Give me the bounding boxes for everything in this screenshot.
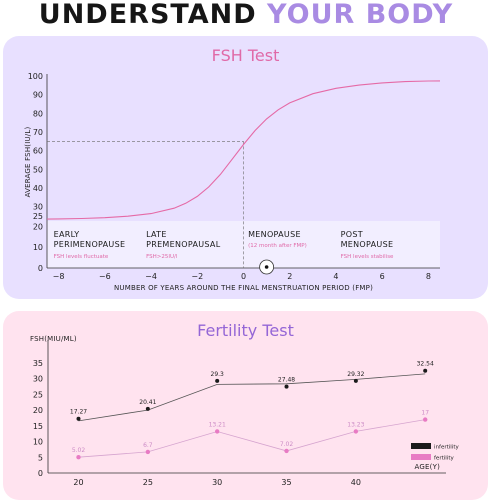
fertility-data-label: 13.21 <box>209 421 226 428</box>
infertility-legend-label: infertility <box>434 445 459 451</box>
fertility-y-tick-label: 20 <box>33 406 43 415</box>
fertility-x-axis-label: AGE(Y) <box>415 463 441 471</box>
fsh-y-axis-label: AVERAGE FSH(IU/L) <box>24 127 32 198</box>
fsh-x-tick-label: 8 <box>426 272 431 281</box>
fertility-data-label: 7.02 <box>280 441 294 448</box>
infertility-data-label: 17.27 <box>70 409 87 416</box>
fertility-y-tick-label: 30 <box>33 375 43 384</box>
fertility-x-tick-label: 25 <box>143 478 153 487</box>
fertility-y-tick-label: 10 <box>33 438 43 447</box>
fsh-phase-name: PERIMENOPAUSE <box>54 240 126 249</box>
fsh-y-tick-label: 40 <box>33 184 43 193</box>
fertility-x-tick-label: 30 <box>212 478 222 487</box>
infertility-point <box>145 406 150 411</box>
fsh-phase-name: LATE <box>146 230 167 239</box>
fsh-phase-note: (12 month after FMP) <box>248 243 307 249</box>
fsh-x-axis-label: NUMBER OF YEARS AROUND THE FINAL MENSTRU… <box>114 284 373 292</box>
infertility-point <box>284 384 289 389</box>
fsh-x-tick-label: 0 <box>241 272 246 281</box>
infertility-data-label: 27.48 <box>278 377 295 384</box>
fsh-phase-note: FSH levels stabilise <box>341 254 394 260</box>
fertility-point <box>422 417 428 422</box>
fsh-phase-note: FSH>25IU/l <box>146 254 178 260</box>
fsh-y-tick-label: 50 <box>33 165 43 174</box>
fsh-y-tick-label: 80 <box>33 109 43 118</box>
infertility-data-label: 29.32 <box>347 371 364 378</box>
infertility-data-label: 32.54 <box>417 361 434 368</box>
fsh-x-tick-label: 6 <box>380 272 385 281</box>
fertility-y-tick-label: 35 <box>33 359 43 368</box>
fertility-data-label: 6.7 <box>143 442 153 449</box>
fsh-x-tick-label: −8 <box>53 272 65 281</box>
fertility-test-panel: Fertility Test <box>3 311 488 500</box>
fsh-y-tick-label: 100 <box>28 72 43 81</box>
fertility-point <box>284 448 289 454</box>
fertility-x-tick-label: 20 <box>73 478 83 487</box>
fertility-y-tick-label: 0 <box>38 469 43 478</box>
infertility-data-label: 20.41 <box>139 399 156 406</box>
fertility-legend-swatch <box>411 454 431 460</box>
fsh-y-tick-label: 30 <box>33 203 43 212</box>
fsh-x-tick-label: −6 <box>99 272 111 281</box>
infertility-line <box>78 373 426 422</box>
infertility-point <box>353 378 358 383</box>
fsh-marker-dot <box>264 265 269 269</box>
fertility-point <box>214 429 220 434</box>
infertility-point <box>215 378 220 383</box>
infertility-point <box>423 368 428 373</box>
fsh-curve <box>46 80 441 220</box>
fertility-data-label: 5.02 <box>72 447 86 454</box>
fsh-phase-note: FSH levels fluctuate <box>54 254 109 260</box>
fertility-y-axis-label: FSH(MIU/ML) <box>30 335 77 343</box>
headline-part-2: YOUR BODY <box>267 0 454 30</box>
fsh-x-tick-label: −4 <box>145 272 157 281</box>
fsh-phase-name: PREMENOPAUSAL <box>146 240 221 249</box>
fertility-data-label: 17 <box>421 410 429 417</box>
infertility-data-label: 29.3 <box>211 371 225 378</box>
infertility-legend-swatch <box>411 443 431 449</box>
fertility-y-tick-label: 15 <box>33 422 43 431</box>
fsh-y-tick-label: 60 <box>33 147 43 156</box>
fertility-point <box>353 429 359 434</box>
fertility-y-tick-label: 5 <box>38 453 43 462</box>
fsh-phase-name: MENOPAUSE <box>248 230 301 239</box>
fsh-phase-name: MENOPAUSE <box>341 240 394 249</box>
fertility-line <box>78 419 426 458</box>
fsh-phase-name: EARLY <box>54 230 80 239</box>
fertility-point <box>76 455 81 460</box>
page-headline: UNDERSTAND YOUR BODY <box>0 0 492 34</box>
fsh-x-tick-label: 4 <box>333 272 338 281</box>
fertility-y-tick-label: 25 <box>33 390 43 399</box>
fsh-x-tick-label: −2 <box>191 272 203 281</box>
fsh-chart-title: FSH Test <box>211 46 280 65</box>
fsh-y-tick-label: 90 <box>33 91 43 100</box>
fertility-legend-label: fertility <box>434 456 454 462</box>
fsh-phase-name: POST <box>341 230 363 239</box>
fertility-chart-title: Fertility Test <box>197 321 294 340</box>
fertility-x-tick-label: 40 <box>351 478 361 487</box>
fertility-point <box>145 449 151 455</box>
fsh-y-tick-label: 70 <box>33 128 43 137</box>
infertility-point <box>76 416 81 421</box>
fertility-x-tick-label: 35 <box>281 478 291 487</box>
fsh-y-tick-label: 25 <box>33 212 43 221</box>
fsh-y-tick-label: 10 <box>33 243 43 252</box>
fertility-data-label: 13.23 <box>347 421 364 428</box>
fsh-y-tick-label: 0 <box>38 264 43 273</box>
fsh-y-tick-label: 20 <box>33 222 43 231</box>
fsh-x-tick-label: 2 <box>287 272 292 281</box>
headline-part-1: UNDERSTAND <box>38 0 257 30</box>
